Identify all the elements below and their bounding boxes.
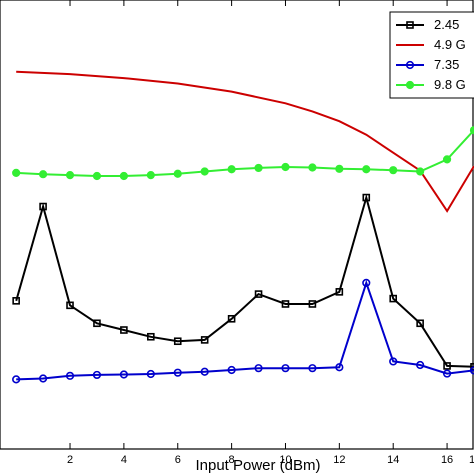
legend-label: 4.9 G	[434, 37, 466, 52]
data-point	[173, 337, 182, 346]
data-point	[362, 193, 371, 202]
data-point	[308, 163, 317, 172]
data-point	[38, 374, 48, 383]
legend-box	[389, 11, 474, 99]
data-point	[173, 169, 182, 178]
legend-label: 9.8 G	[434, 77, 466, 92]
x-tick-label: 14	[387, 454, 399, 466]
x-tick-label: 6	[175, 454, 181, 466]
legend-label: 7.35	[434, 57, 459, 72]
data-point	[362, 165, 371, 174]
data-point	[416, 167, 425, 176]
data-point	[335, 363, 344, 372]
data-point	[443, 362, 451, 370]
data-point	[92, 171, 102, 181]
data-point	[281, 364, 290, 373]
data-point	[227, 314, 236, 323]
data-point	[308, 364, 317, 373]
data-point	[469, 126, 474, 135]
data-point	[66, 301, 74, 310]
data-point	[12, 297, 20, 305]
data-point	[389, 357, 398, 366]
series-0	[12, 193, 474, 371]
data-point	[362, 278, 371, 287]
data-point	[12, 168, 21, 177]
data-point	[200, 367, 209, 376]
data-point	[469, 366, 474, 375]
data-point	[200, 336, 209, 344]
x-tick-label: 4	[121, 454, 127, 466]
series-3	[12, 126, 474, 181]
series-layer	[12, 70, 474, 384]
data-point	[442, 155, 452, 164]
data-point	[416, 360, 425, 370]
data-point	[442, 369, 452, 378]
data-point	[335, 164, 344, 173]
x-tick-label: 2	[67, 454, 73, 466]
data-point	[120, 326, 128, 334]
series-line	[15, 193, 474, 368]
x-tick-label: 16	[441, 454, 453, 466]
series-line	[16, 279, 474, 381]
data-point	[119, 171, 128, 181]
data-point	[65, 171, 75, 180]
axes-layer: 2 4 6 8 10 12 14 16 1	[67, 0, 474, 466]
series-line	[16, 129, 474, 177]
data-point	[65, 371, 75, 380]
data-point	[335, 288, 344, 296]
data-point	[119, 370, 128, 379]
data-point	[470, 363, 474, 371]
data-point	[281, 300, 290, 308]
data-point	[147, 332, 155, 341]
data-point	[93, 319, 101, 328]
legend-label: 2.45	[434, 17, 459, 32]
data-point	[12, 375, 21, 384]
series-2	[12, 278, 474, 384]
data-point	[254, 364, 263, 373]
x-tick-label: 8	[229, 454, 235, 466]
x-tick-label-edge: 1	[469, 454, 474, 466]
data-point	[254, 163, 263, 173]
data-point	[38, 170, 48, 179]
x-tick-label: 12	[333, 454, 345, 466]
data-point	[389, 166, 398, 175]
data-point	[146, 171, 155, 180]
data-point	[254, 290, 263, 298]
data-point	[281, 162, 290, 172]
data-point	[227, 365, 236, 375]
data-point	[39, 202, 47, 211]
x-axis-label: Input Power (dBm)	[195, 457, 320, 474]
data-point	[173, 368, 182, 377]
legend-swatch-marker	[405, 60, 415, 70]
x-tick-label: 10	[279, 454, 291, 466]
data-point	[227, 165, 236, 174]
data-point	[92, 370, 102, 380]
data-point	[389, 294, 398, 303]
data-point	[416, 319, 424, 328]
data-point	[308, 300, 317, 308]
legend: 2.45 4.9 G 7.35 9.8 G	[389, 11, 474, 99]
legend-swatch-marker	[406, 21, 414, 29]
data-point	[200, 167, 209, 176]
legend-swatch-marker	[405, 80, 415, 90]
data-point	[146, 369, 155, 379]
